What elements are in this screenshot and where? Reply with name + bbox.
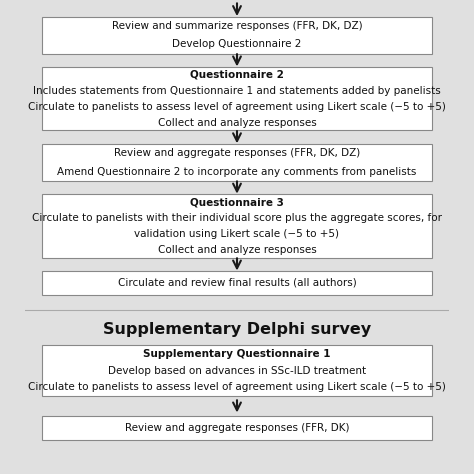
- Text: Develop based on advances in SSc-ILD treatment: Develop based on advances in SSc-ILD tre…: [108, 365, 366, 375]
- Text: Questionnaire 3: Questionnaire 3: [190, 197, 284, 207]
- FancyBboxPatch shape: [42, 194, 432, 258]
- Text: Questionnaire 2: Questionnaire 2: [190, 70, 284, 80]
- FancyBboxPatch shape: [42, 144, 432, 181]
- Text: Review and aggregate responses (FFR, DK): Review and aggregate responses (FFR, DK): [125, 423, 349, 433]
- FancyBboxPatch shape: [42, 67, 432, 130]
- Text: Develop Questionnaire 2: Develop Questionnaire 2: [173, 39, 301, 49]
- Text: Collect and analyze responses: Collect and analyze responses: [158, 245, 316, 255]
- Text: Includes statements from Questionnaire 1 and statements added by panelists: Includes statements from Questionnaire 1…: [33, 86, 441, 96]
- Text: Supplementary Delphi survey: Supplementary Delphi survey: [103, 322, 371, 337]
- FancyBboxPatch shape: [42, 346, 432, 396]
- Text: Supplementary Questionnaire 1: Supplementary Questionnaire 1: [143, 349, 331, 359]
- Text: Review and aggregate responses (FFR, DK, DZ): Review and aggregate responses (FFR, DK,…: [114, 148, 360, 158]
- FancyBboxPatch shape: [42, 17, 432, 54]
- Text: Circulate to panelists to assess level of agreement using Likert scale (−5 to +5: Circulate to panelists to assess level o…: [28, 382, 446, 392]
- Text: Collect and analyze responses: Collect and analyze responses: [158, 118, 316, 128]
- Text: validation using Likert scale (−5 to +5): validation using Likert scale (−5 to +5): [135, 229, 339, 239]
- FancyBboxPatch shape: [42, 271, 432, 295]
- Text: Circulate and review final results (all authors): Circulate and review final results (all …: [118, 278, 356, 288]
- Text: Review and summarize responses (FFR, DK, DZ): Review and summarize responses (FFR, DK,…: [112, 21, 362, 31]
- Text: Amend Questionnaire 2 to incorporate any comments from panelists: Amend Questionnaire 2 to incorporate any…: [57, 166, 417, 177]
- Text: Circulate to panelists with their individual score plus the aggregate scores, fo: Circulate to panelists with their indivi…: [32, 213, 442, 223]
- FancyBboxPatch shape: [42, 416, 432, 440]
- Text: Circulate to panelists to assess level of agreement using Likert scale (−5 to +5: Circulate to panelists to assess level o…: [28, 102, 446, 112]
